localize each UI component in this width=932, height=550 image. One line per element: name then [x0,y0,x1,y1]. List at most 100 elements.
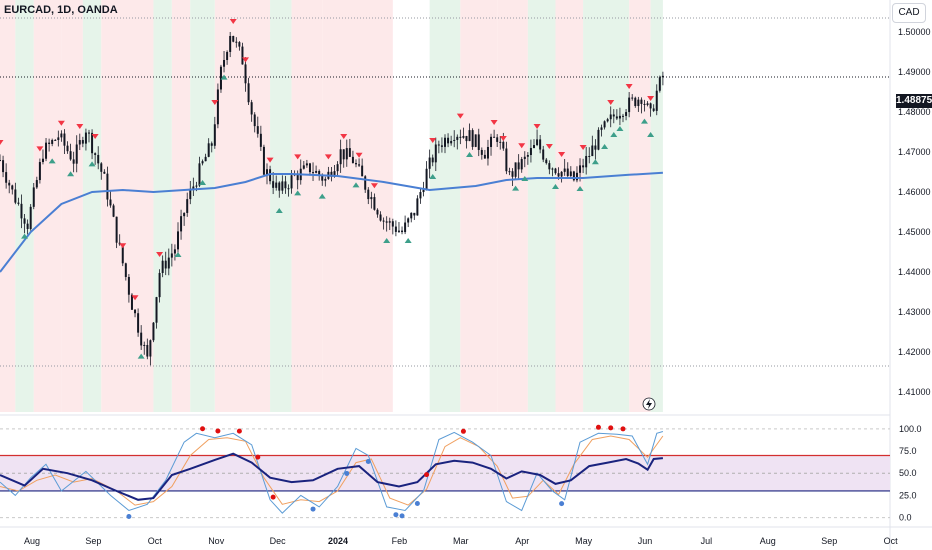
candle-body [177,231,179,250]
buy-signal-marker [48,158,56,164]
candle-body [223,59,226,67]
candle-body [250,102,253,115]
sell-signal-marker [607,100,615,105]
candle-body [548,163,551,170]
time-axis-label: Aug [24,536,40,546]
candle-body [634,97,637,107]
oscillator-axis-label: 50.0 [899,468,917,478]
candle-body [164,260,167,269]
candle-body [127,276,130,295]
price-axis-label: 1.50000 [898,27,931,37]
background-band [101,0,154,412]
candle-body [45,142,48,159]
background-band [0,0,16,412]
candle-body [355,163,357,165]
currency-button[interactable]: CAD [892,3,926,23]
candle-body [440,145,443,147]
candle-body [468,130,471,142]
overbought-marker [200,426,206,432]
candle-body [103,171,106,174]
candle-body [259,133,262,147]
overbought-marker [215,428,221,434]
candle-body [609,114,612,120]
candle-body [26,223,29,229]
candle-body [66,145,69,152]
candle-body [272,181,275,188]
candle-body [397,230,400,232]
time-axis-label: Oct [884,536,899,546]
candle-body [410,212,413,219]
candle-body [244,64,247,84]
sell-signal-marker [266,157,274,163]
oversold-marker [559,501,565,507]
time-axis-label: Jun [638,536,653,546]
time-axis-label: Feb [392,536,408,546]
alert-icon-bolt [646,399,652,409]
candle-body [391,221,394,227]
buy-signal-marker [576,186,584,191]
sell-signal-marker [518,143,526,149]
candle-body [351,156,354,164]
candle-body [284,181,287,189]
candle-body [186,199,189,213]
background-band [33,0,62,412]
candle-body [628,97,631,113]
candle-body [216,89,219,125]
candle-body [462,136,465,138]
sell-signal-marker [579,145,587,150]
candle-body [582,165,585,168]
candle-body [382,220,385,222]
candle-body [0,160,1,161]
sell-signal-marker [91,134,99,139]
candle-body [78,140,81,145]
candle-body [318,170,321,176]
price-axis-label: 1.48000 [898,107,931,117]
background-band [429,0,461,412]
candle-body [563,168,566,172]
candle-body [545,159,548,164]
candle-body [514,162,517,177]
candle-body [84,132,87,144]
oversold-marker [414,500,420,506]
candle-body [474,134,477,147]
background-band [460,0,498,412]
candle-body [195,185,198,187]
candle-body [401,230,404,233]
buy-signal-marker [640,118,648,124]
candle-body [640,99,643,104]
candle-body [296,174,299,181]
candle-body [447,137,450,144]
candle-body [51,139,54,144]
candle-body [437,144,440,146]
candle-body [308,163,311,173]
candle-body [339,149,342,165]
candle-body [585,155,588,168]
buy-signal-marker [275,208,283,213]
time-axis-label: Sep [85,536,101,546]
candle-body [72,159,75,164]
candle-body [266,169,268,175]
candle-body [453,139,456,141]
buy-signal-marker [220,74,228,80]
candle-body [471,130,474,147]
time-axis-label: Apr [515,536,529,546]
background-band [555,0,584,412]
candle-body [75,144,78,164]
candle-body [579,165,582,173]
candle-body [622,115,624,117]
sell-signal-marker [533,124,541,129]
candle-body [364,176,367,190]
candle-body [88,132,90,134]
sell-signal-marker [647,96,655,101]
oscillator-slow-line [0,435,664,506]
candle-body [35,180,38,188]
candle-body [594,145,597,150]
candle-body [152,322,155,341]
candle-body [511,171,514,177]
buy-signal-marker [383,238,391,243]
candle-body [210,143,213,146]
background-band [171,0,191,412]
candle-body [149,340,152,357]
price-axis-label: 1.49000 [898,67,931,77]
